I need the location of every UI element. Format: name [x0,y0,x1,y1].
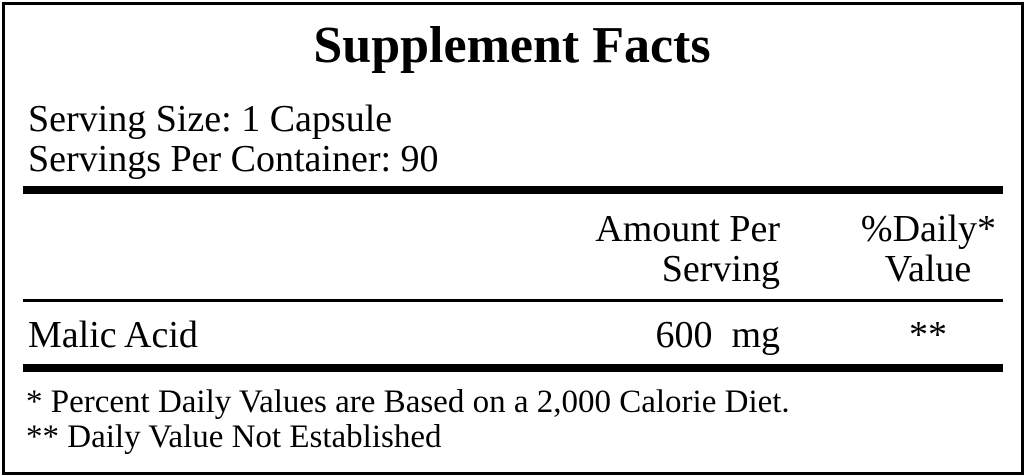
ingredient-amount: 600 mg [655,314,780,356]
thick-divider [23,186,1003,194]
serving-size: Serving Size: 1 Capsule [28,98,393,140]
servings-per-container: Servings Per Container: 90 [28,138,439,180]
ingredient-dv: ** [909,314,947,356]
thick-divider-bottom [23,364,1003,372]
amount-header-line2: Serving [661,248,780,290]
label-title: Supplement Facts [313,17,711,74]
dv-header-line1: %Daily* [860,208,996,250]
footnote-dv-not-established: ** Daily Value Not Established [26,419,442,455]
footnote-percent-dv: * Percent Daily Values are Based on a 2,… [26,384,790,420]
amount-header-line1: Amount Per [595,208,780,250]
dv-header-line2: Value [884,248,972,290]
thin-divider [23,299,1003,302]
ingredient-name: Malic Acid [28,314,198,356]
